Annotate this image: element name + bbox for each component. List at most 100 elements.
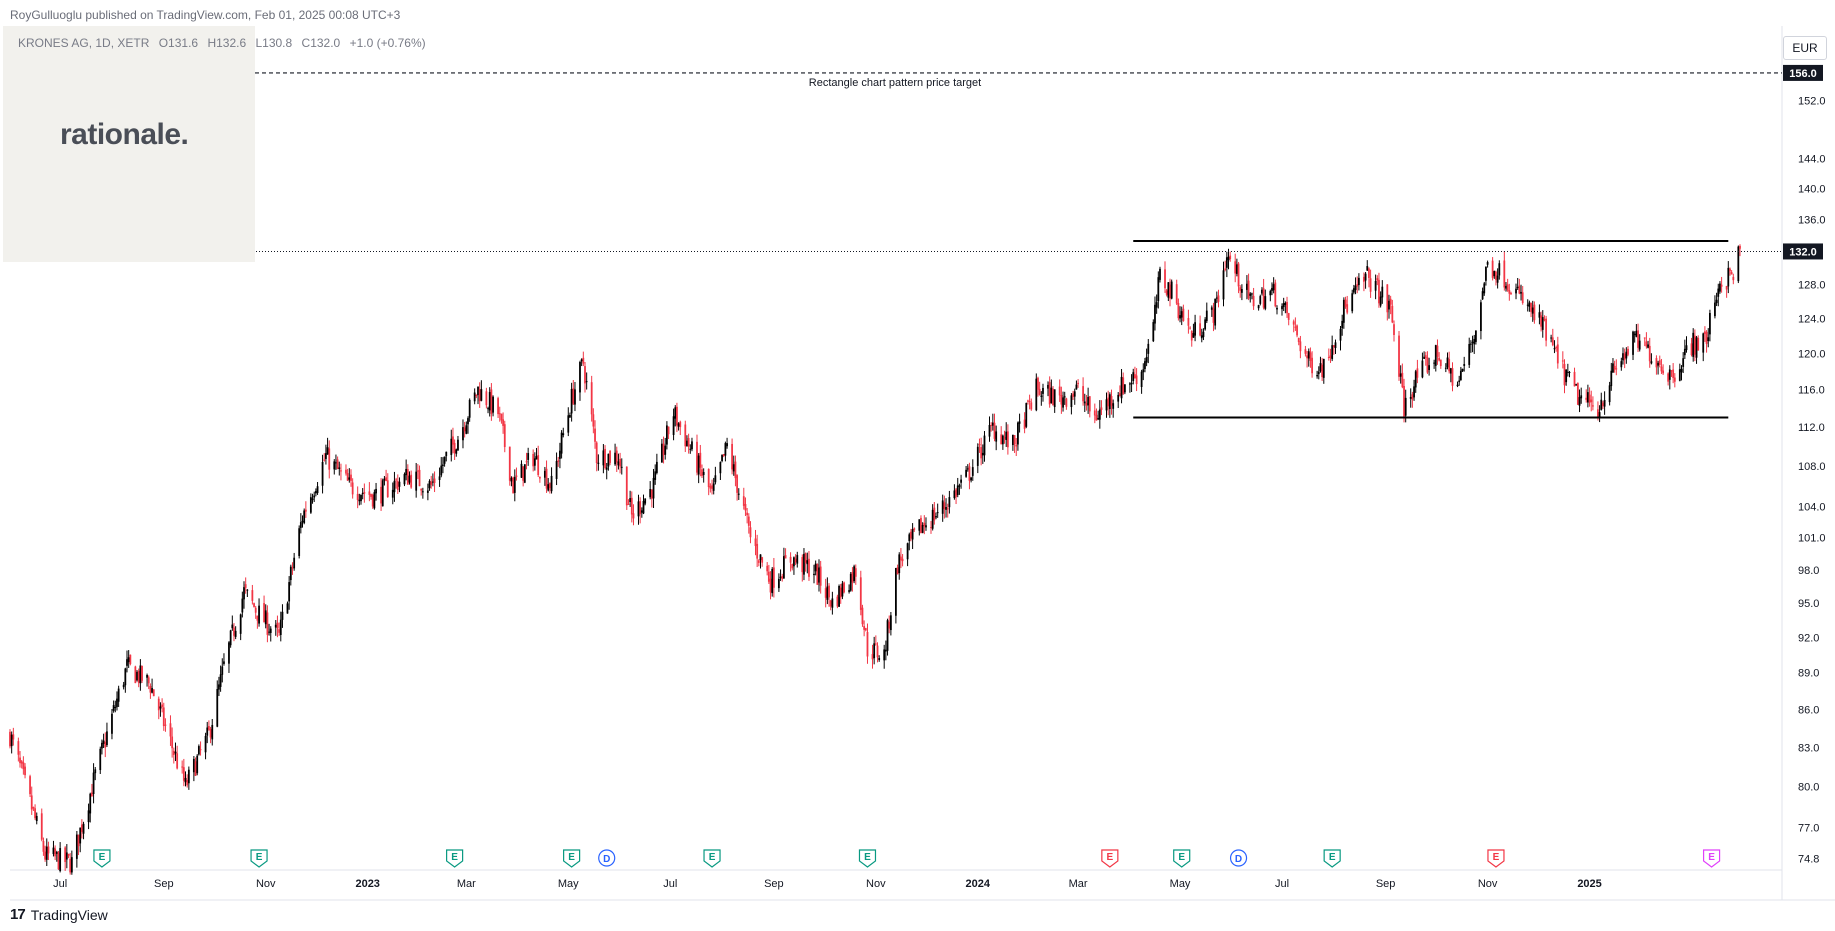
earnings-badge-label: E xyxy=(99,852,106,863)
candle-body xyxy=(1388,300,1390,310)
candle-body xyxy=(1720,284,1723,287)
candle-body xyxy=(1603,399,1606,407)
candle-body xyxy=(1411,394,1414,400)
earnings-badge-icon xyxy=(93,849,111,868)
candle-body xyxy=(1531,307,1534,314)
candle-body xyxy=(831,598,834,608)
candle-body xyxy=(1000,434,1003,445)
candle-body xyxy=(1446,357,1449,368)
candle-body xyxy=(1050,387,1053,404)
candle-body xyxy=(742,496,745,506)
candle-body xyxy=(1566,371,1569,373)
candle-body xyxy=(361,492,364,495)
symbol-name[interactable]: KRONES AG, 1D, XETR xyxy=(18,36,150,50)
candle-body xyxy=(391,489,394,498)
candle-body xyxy=(707,468,710,488)
candle-body xyxy=(567,415,570,433)
candle-body xyxy=(385,477,387,482)
candle-body xyxy=(1129,383,1131,385)
candle-body xyxy=(416,470,419,472)
candle-body xyxy=(1187,318,1190,326)
candle-body xyxy=(35,815,38,822)
time-tick-label: Nov xyxy=(1478,878,1498,890)
candle-body xyxy=(627,503,630,505)
candle-body xyxy=(418,469,421,487)
candle-body xyxy=(1169,284,1171,299)
candle-body xyxy=(898,554,901,574)
currency-button[interactable]: EUR xyxy=(1783,36,1827,60)
candle-body xyxy=(1553,348,1556,350)
candle-body xyxy=(1608,385,1611,403)
candle-body xyxy=(1672,369,1675,379)
candle-body xyxy=(772,567,775,588)
candle-body xyxy=(1247,280,1250,299)
candle-body xyxy=(1317,371,1320,375)
candle-body xyxy=(1638,340,1641,350)
candle-body xyxy=(478,389,481,402)
candle-body xyxy=(803,553,805,575)
candle-body xyxy=(884,649,887,652)
candle-body xyxy=(92,772,95,795)
candle-body xyxy=(231,624,234,629)
candle-body xyxy=(784,555,787,559)
candle-body xyxy=(1378,279,1380,304)
candle-body xyxy=(1416,368,1419,378)
earnings-badge-icon xyxy=(1323,849,1341,868)
candle-body xyxy=(777,578,780,589)
candle-body xyxy=(1239,287,1242,291)
candle-body xyxy=(1658,360,1661,365)
candle-body xyxy=(1175,284,1178,304)
candle-body xyxy=(804,553,807,563)
candle-body xyxy=(24,766,26,776)
candle-body xyxy=(925,525,927,528)
candle-body xyxy=(1003,437,1006,439)
candle-body xyxy=(771,568,774,594)
candle-body xyxy=(281,611,284,620)
candle-body xyxy=(640,510,643,513)
candle-body xyxy=(548,483,551,489)
candle-body xyxy=(1052,388,1054,406)
candle-body xyxy=(467,418,469,425)
candle-body xyxy=(117,688,120,702)
candle-body xyxy=(20,761,23,764)
time-tick-label: Sep xyxy=(154,878,174,890)
candle-body xyxy=(1615,368,1618,370)
candle-body xyxy=(767,571,770,582)
candle-body xyxy=(395,479,398,481)
candle-body xyxy=(791,563,794,569)
candle-body xyxy=(789,556,792,563)
candle-body xyxy=(139,665,142,684)
candle-body xyxy=(350,474,352,481)
candle-body xyxy=(1645,341,1648,347)
candle-body xyxy=(931,509,934,529)
candle-body xyxy=(955,489,957,497)
candle-body xyxy=(358,499,361,502)
candle-body xyxy=(29,776,31,795)
candle-body xyxy=(958,485,961,487)
candle-body xyxy=(480,389,483,401)
candle-body xyxy=(1107,397,1110,407)
candle-body xyxy=(630,497,633,515)
candle-body xyxy=(525,461,528,463)
candle-body xyxy=(1521,292,1524,303)
candle-body xyxy=(1590,399,1593,403)
candle-body xyxy=(182,767,185,781)
candle-body xyxy=(605,467,608,470)
candle-body xyxy=(594,428,596,442)
candle-body xyxy=(1006,431,1009,448)
candle-body xyxy=(1680,368,1683,373)
candle-body xyxy=(196,755,199,774)
candle-body xyxy=(410,474,413,488)
candle-body xyxy=(22,762,25,770)
candle-body xyxy=(1739,245,1741,249)
symbol-info-line: KRONES AG, 1D, XETR O131.6 H132.6 L130.8… xyxy=(18,36,432,50)
candle-body xyxy=(1144,361,1146,369)
candle-body xyxy=(1192,333,1195,338)
candle-body xyxy=(1294,326,1297,328)
candle-body xyxy=(1627,348,1629,355)
candle-body xyxy=(806,560,809,565)
candle-body xyxy=(1237,263,1240,287)
candle-body xyxy=(1202,331,1205,338)
candle-body xyxy=(709,486,712,489)
